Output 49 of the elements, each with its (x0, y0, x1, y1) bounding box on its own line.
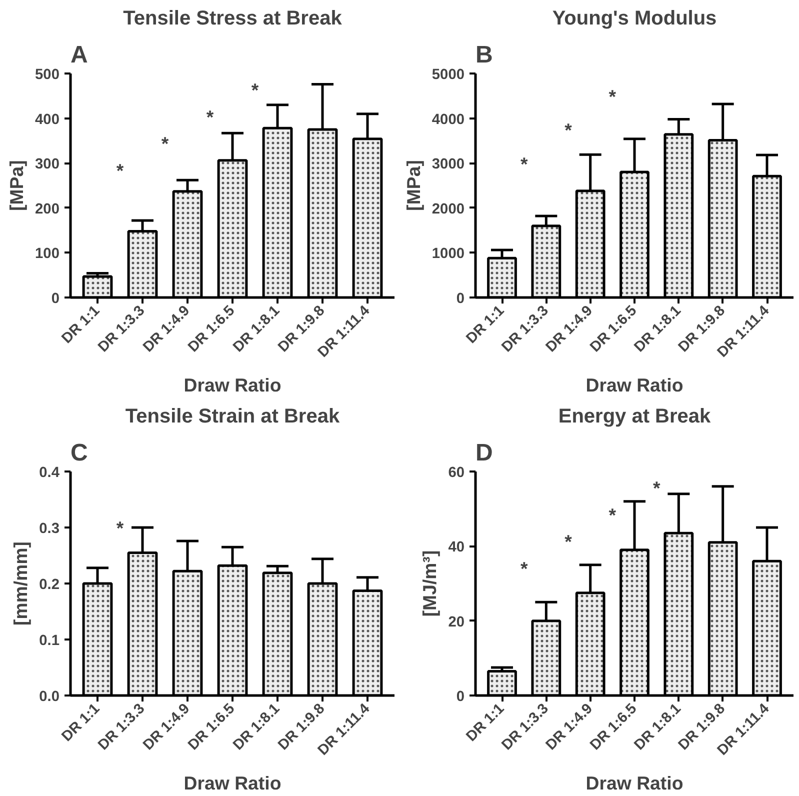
text: D (476, 440, 493, 466)
y-axis-title: [MJ/m³] (419, 550, 440, 617)
y-tick-label: 40 (448, 540, 465, 556)
annotation: * (251, 79, 260, 100)
y-tick-label: 2000 (432, 201, 465, 218)
annotation: * (564, 531, 573, 552)
annotation: * (608, 504, 617, 526)
y-tick-label: 100 (35, 246, 60, 262)
annotation: * (608, 86, 617, 108)
annotation: * (206, 106, 214, 128)
y-tick-label: 0.3 (39, 521, 60, 537)
y-axis-title: [MPa] (402, 160, 424, 211)
x-axis-title: Draw Ratio (184, 374, 282, 396)
text: B (476, 42, 493, 68)
y-tick-label: 20 (448, 614, 465, 630)
x-axis-title: Draw Ratio (184, 772, 282, 794)
text: C (70, 440, 88, 466)
y-tick-label: 5000 (432, 67, 465, 83)
text: A (70, 42, 88, 68)
chart-title: Young's Modulus (552, 8, 717, 30)
y-tick-label: 200 (35, 201, 60, 218)
y-tick-label: 0 (456, 689, 465, 705)
chart-title: Tensile Strain at Break (125, 406, 340, 428)
annotation: * (520, 153, 528, 174)
y-tick-label: 0 (456, 291, 465, 307)
y-axis-title: [MPa] (6, 160, 28, 211)
annotation: * (116, 518, 124, 539)
y-tick-label: 0 (51, 291, 60, 307)
y-tick-label: 0.1 (39, 633, 60, 649)
y-axis-title: [mm/mm] (10, 542, 32, 626)
x-axis-title: Draw Ratio (586, 772, 684, 794)
chart-title: Tensile Stress at Break (123, 8, 343, 30)
y-tick-label: 0.0 (39, 689, 60, 705)
annotation: * (564, 120, 573, 141)
y-tick-label: 300 (35, 156, 60, 173)
y-tick-label: 0.4 (39, 465, 60, 481)
annotation: * (116, 160, 124, 182)
annotation: * (652, 477, 661, 498)
y-tick-label: 4000 (432, 112, 465, 128)
y-tick-label: 500 (35, 67, 60, 83)
y-tick-label: 0.2 (39, 577, 60, 593)
y-tick-label: 1000 (432, 246, 465, 262)
y-tick-label: 400 (35, 112, 60, 128)
annotation: * (161, 133, 170, 154)
x-axis-title: Draw Ratio (586, 374, 684, 396)
y-tick-label: 60 (448, 465, 465, 481)
chart-title: Energy at Break (558, 406, 712, 428)
y-tick-label: 3000 (432, 156, 465, 173)
annotation: * (520, 558, 528, 580)
